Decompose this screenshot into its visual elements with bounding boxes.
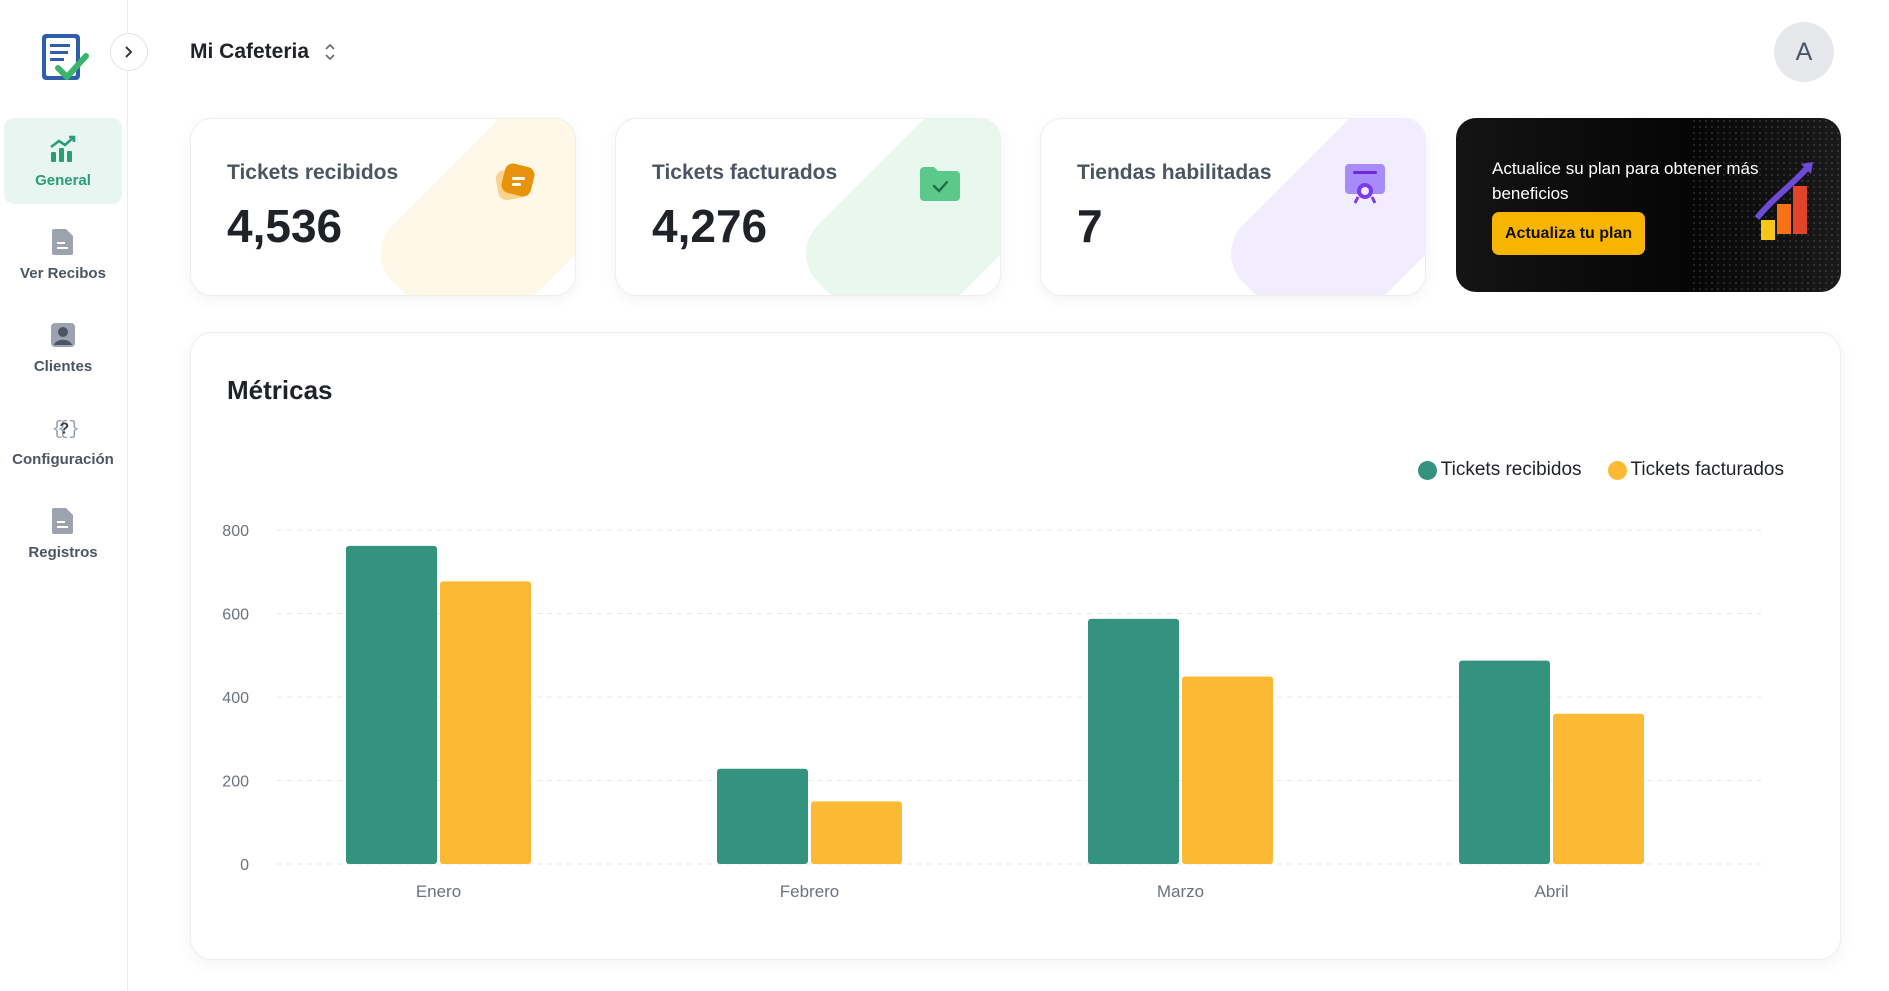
- chart-legend: Tickets recibidos Tickets facturados: [1417, 459, 1784, 481]
- app-logo[interactable]: [38, 30, 90, 86]
- chevron-right-icon: [125, 46, 133, 58]
- stat-title: Tickets recibidos: [227, 161, 399, 184]
- stat-card-tickets-facturados: Tickets facturados 4,276: [615, 118, 1001, 296]
- stat-title: Tiendas habilitadas: [1077, 161, 1272, 184]
- sidebar-item-configuracion[interactable]: { {?} Configuración: [4, 397, 122, 483]
- metrics-title: Métricas: [227, 375, 333, 405]
- svg-text:?: ?: [59, 420, 69, 437]
- x-tick-label: Marzo: [1157, 882, 1204, 901]
- x-tick-label: Febrero: [780, 882, 840, 901]
- user-icon: [48, 320, 78, 350]
- legend-swatch: [1607, 460, 1627, 480]
- bar-tickets-facturados[interactable]: [811, 801, 902, 864]
- sidebar-item-label: Configuración: [12, 450, 114, 468]
- sidebar-nav: General Ver Recibos Clientes { {?} Confi…: [4, 118, 122, 583]
- sidebar-toggle-button[interactable]: [110, 33, 148, 71]
- bar-tickets-facturados[interactable]: [1553, 713, 1644, 864]
- svg-text:{: {: [57, 418, 69, 440]
- upgrade-promo-card: Actualice su plan para obtener más benef…: [1456, 118, 1841, 292]
- sidebar-item-label: Registros: [28, 543, 98, 561]
- certificate-icon: [1339, 157, 1391, 209]
- sidebar: General Ver Recibos Clientes { {?} Confi…: [0, 0, 148, 991]
- sidebar-item-clientes[interactable]: Clientes: [4, 304, 122, 390]
- legend-swatch: [1417, 460, 1437, 480]
- y-tick-label: 200: [222, 774, 249, 791]
- document-icon: [48, 506, 78, 536]
- braces-question-icon: { {?}: [48, 413, 78, 443]
- stat-card-tiendas-habilitadas: Tiendas habilitadas 7: [1040, 118, 1426, 296]
- chart-up-icon: [48, 134, 78, 164]
- sidebar-item-label: Clientes: [33, 357, 93, 375]
- store-selector[interactable]: Mi Cafeteria: [190, 40, 337, 64]
- sidebar-item-ver-recibos[interactable]: Ver Recibos: [4, 211, 122, 297]
- legend-item-invoiced[interactable]: Tickets facturados: [1607, 459, 1784, 481]
- stat-card-tickets-recibidos: Tickets recibidos 4,536: [190, 118, 576, 296]
- avatar[interactable]: A: [1774, 22, 1834, 82]
- document-icon: [48, 227, 78, 257]
- upgrade-plan-button[interactable]: Actualiza tu plan: [1492, 212, 1646, 255]
- sidebar-item-registros[interactable]: Registros: [4, 490, 122, 576]
- stat-value: 4,536: [227, 200, 343, 252]
- legend-item-received[interactable]: Tickets recibidos: [1417, 459, 1582, 481]
- card-decoration: [789, 119, 1000, 295]
- svg-text:{: {: [52, 418, 64, 440]
- svg-text:}: }: [68, 418, 78, 440]
- promo-text: Actualice su plan para obtener más benef…: [1492, 159, 1759, 203]
- legend-label: Tickets recibidos: [1440, 459, 1582, 480]
- y-tick-label: 400: [222, 690, 249, 707]
- sidebar-item-label: General: [35, 171, 91, 189]
- folder-check-icon: [914, 157, 966, 209]
- bar-tickets-recibidos[interactable]: [346, 545, 437, 864]
- ticket-icon: [489, 157, 541, 209]
- bar-chart: 0 200 400 600 800 Enero Febrero Marzo Abril: [222, 523, 1761, 901]
- stat-value: 4,276: [652, 200, 768, 252]
- y-tick-label: 0: [240, 857, 249, 874]
- bar-tickets-recibidos[interactable]: [717, 768, 808, 864]
- y-tick-label: 800: [222, 523, 249, 540]
- x-tick-label: Abril: [1534, 882, 1568, 901]
- y-tick-label: 600: [222, 607, 249, 624]
- bar-tickets-facturados[interactable]: [440, 581, 531, 864]
- legend-label: Tickets facturados: [1630, 459, 1784, 480]
- store-name: Mi Cafeteria: [190, 40, 310, 63]
- sidebar-item-general[interactable]: General: [4, 118, 122, 204]
- bar-tickets-recibidos[interactable]: [1088, 618, 1179, 864]
- bar-tickets-recibidos[interactable]: [1459, 660, 1550, 864]
- metrics-panel: Métricas Tickets recibidos Tickets factu…: [190, 332, 1841, 960]
- x-tick-label: Enero: [416, 882, 461, 901]
- card-decoration: [364, 119, 575, 295]
- bar-tickets-facturados[interactable]: [1182, 676, 1273, 864]
- growth-chart-icon: [1753, 158, 1823, 248]
- stat-title: Tickets facturados: [652, 161, 838, 184]
- chevron-up-down-icon: [325, 43, 335, 61]
- stat-value: 7: [1077, 200, 1103, 252]
- card-decoration: [1214, 119, 1425, 295]
- sidebar-item-label: Ver Recibos: [20, 264, 106, 282]
